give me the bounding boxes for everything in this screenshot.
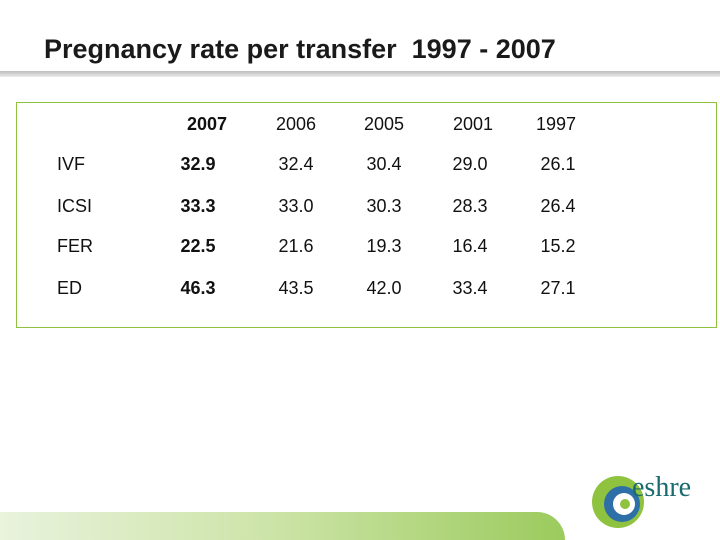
footer-gradient-bar <box>0 512 565 540</box>
table-cell: 22.5 <box>180 236 216 256</box>
data-table-frame <box>16 102 717 328</box>
slide-title: Pregnancy rate per transfer 1997 - 2007 <box>44 34 556 64</box>
table-cell: 19.3 <box>366 236 402 256</box>
table-cell: 26.4 <box>540 196 576 216</box>
column-header: 2006 <box>275 114 317 134</box>
table-cell: 21.6 <box>278 236 314 256</box>
table-cell: 27.1 <box>540 278 576 298</box>
column-header: 2007 <box>186 114 228 134</box>
logo-wordmark: eshre <box>632 472 692 503</box>
table-cell: 32.4 <box>278 154 314 174</box>
row-label: ED <box>57 278 83 298</box>
table-cell: 29.0 <box>452 154 488 174</box>
column-header: 2001 <box>452 114 494 134</box>
row-label: ICSI <box>57 196 93 216</box>
table-cell: 33.3 <box>180 196 216 216</box>
table-cell: 33.4 <box>452 278 488 298</box>
column-header: 1997 <box>535 114 577 134</box>
table-cell: 32.9 <box>180 154 216 174</box>
table-cell: 16.4 <box>452 236 488 256</box>
table-cell: 30.3 <box>366 196 402 216</box>
title-divider <box>0 71 720 77</box>
table-cell: 42.0 <box>366 278 402 298</box>
eshre-logo-icon <box>592 476 644 528</box>
table-cell: 26.1 <box>540 154 576 174</box>
table-cell: 28.3 <box>452 196 488 216</box>
row-label: IVF <box>57 154 86 174</box>
row-label: FER <box>57 236 93 256</box>
table-cell: 43.5 <box>278 278 314 298</box>
table-cell: 33.0 <box>278 196 314 216</box>
table-cell: 15.2 <box>540 236 576 256</box>
column-header: 2005 <box>363 114 405 134</box>
table-cell: 46.3 <box>180 278 216 298</box>
table-cell: 30.4 <box>366 154 402 174</box>
